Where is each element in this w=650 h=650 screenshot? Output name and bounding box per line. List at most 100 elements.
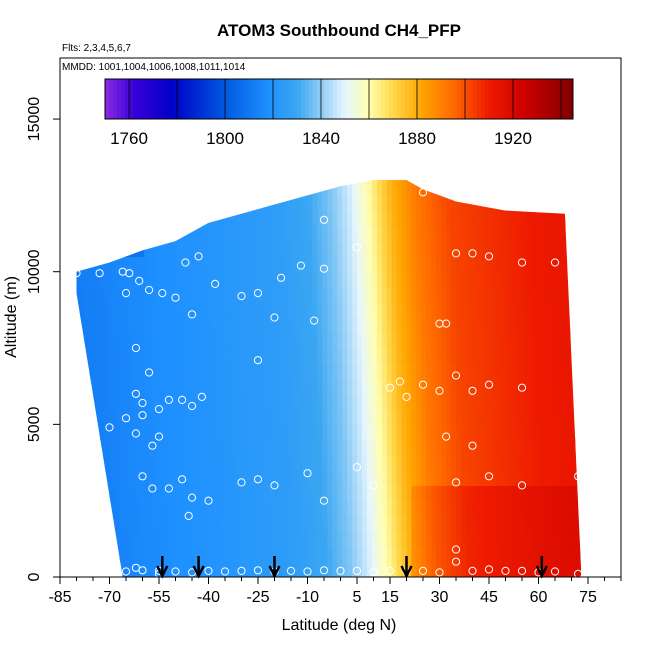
field-cell [515,485,521,502]
field-cell [302,409,309,425]
field-cell [75,150,81,166]
field-cell [94,363,101,380]
field-cell [406,393,412,410]
field-cell [228,424,234,441]
field-cell [99,485,106,502]
field-cell [79,195,86,212]
field-cell [159,454,165,471]
field-cell [441,378,447,395]
field-cell [382,150,388,166]
field-cell [70,180,76,196]
field-cell [475,348,482,364]
field-cell [114,424,121,441]
field-cell [441,470,447,486]
field-cell [109,332,116,349]
field-cell [248,409,254,425]
field-cell [347,180,353,196]
field-cell [585,394,591,410]
field-cell [139,271,145,288]
field-cell [317,470,323,486]
field-cell [208,515,215,532]
field-cell [297,546,304,563]
field-cell [446,150,452,166]
field-cell [500,332,507,349]
field-cell [253,378,259,395]
field-cell [168,287,175,303]
field-cell [451,409,457,425]
field-cell [203,195,210,212]
arrow-head [535,565,548,579]
field-cell [381,180,388,196]
field-cell [490,302,497,319]
field-cell [381,439,388,456]
field-cell [456,470,462,486]
field-cell [238,348,244,364]
field-cell [243,439,249,456]
field-cell [70,455,76,471]
field-cell [163,409,170,425]
field-cell [76,195,81,212]
field-cell [585,547,591,563]
field-cell [277,378,284,395]
field-cell [560,150,566,166]
field-cell [352,485,358,502]
field-cell [485,180,492,181]
field-cell [99,225,106,242]
colorbar-segment [397,79,402,119]
field-cell [361,302,368,319]
field-cell [386,210,393,227]
field-cell [119,241,125,258]
field-cell [267,241,274,258]
field-cell [262,439,269,456]
field-cell [292,546,299,563]
field-cell [76,363,81,380]
field-cell [134,531,140,548]
field-cell [119,271,125,288]
field-cell [421,271,427,288]
colorbar-segment [513,79,518,119]
field-cell [525,531,531,548]
field-cell [500,210,507,227]
field-cell [545,424,551,441]
field-cell [525,470,531,486]
field-cell [392,150,398,166]
field-cell [366,515,373,532]
field-cell [366,561,373,577]
y-tick-label: 0 [26,572,43,581]
field-cell [480,424,487,441]
field-cell [178,287,185,303]
field-cell [555,348,561,364]
sample-point [197,392,206,401]
field-cell [407,150,413,166]
field-cell [307,485,314,502]
field-cell [564,393,571,410]
field-cell [411,363,417,380]
field-cell [308,150,314,166]
field-cell [401,271,408,288]
arrow-head [400,565,413,579]
field-cell [465,241,472,258]
field-cell [560,393,566,410]
field-cell [84,287,91,303]
field-cell [327,454,333,471]
field-cell [163,424,170,441]
field-cell [441,393,447,410]
field-cell [258,317,264,334]
field-cell [317,225,323,242]
field-cell [401,515,408,532]
field-cell [525,500,531,517]
field-cell [218,348,224,364]
field-cell [223,180,229,181]
field-cell [520,150,526,166]
field-cell [277,302,284,319]
field-cell [550,439,556,456]
field-cell [243,470,249,486]
field-cell [302,256,309,273]
field-cell [297,515,304,532]
field-cell [431,485,437,502]
field-cell [485,210,492,227]
field-cell [109,546,116,563]
field-cell [277,439,284,456]
field-cell [248,271,254,288]
